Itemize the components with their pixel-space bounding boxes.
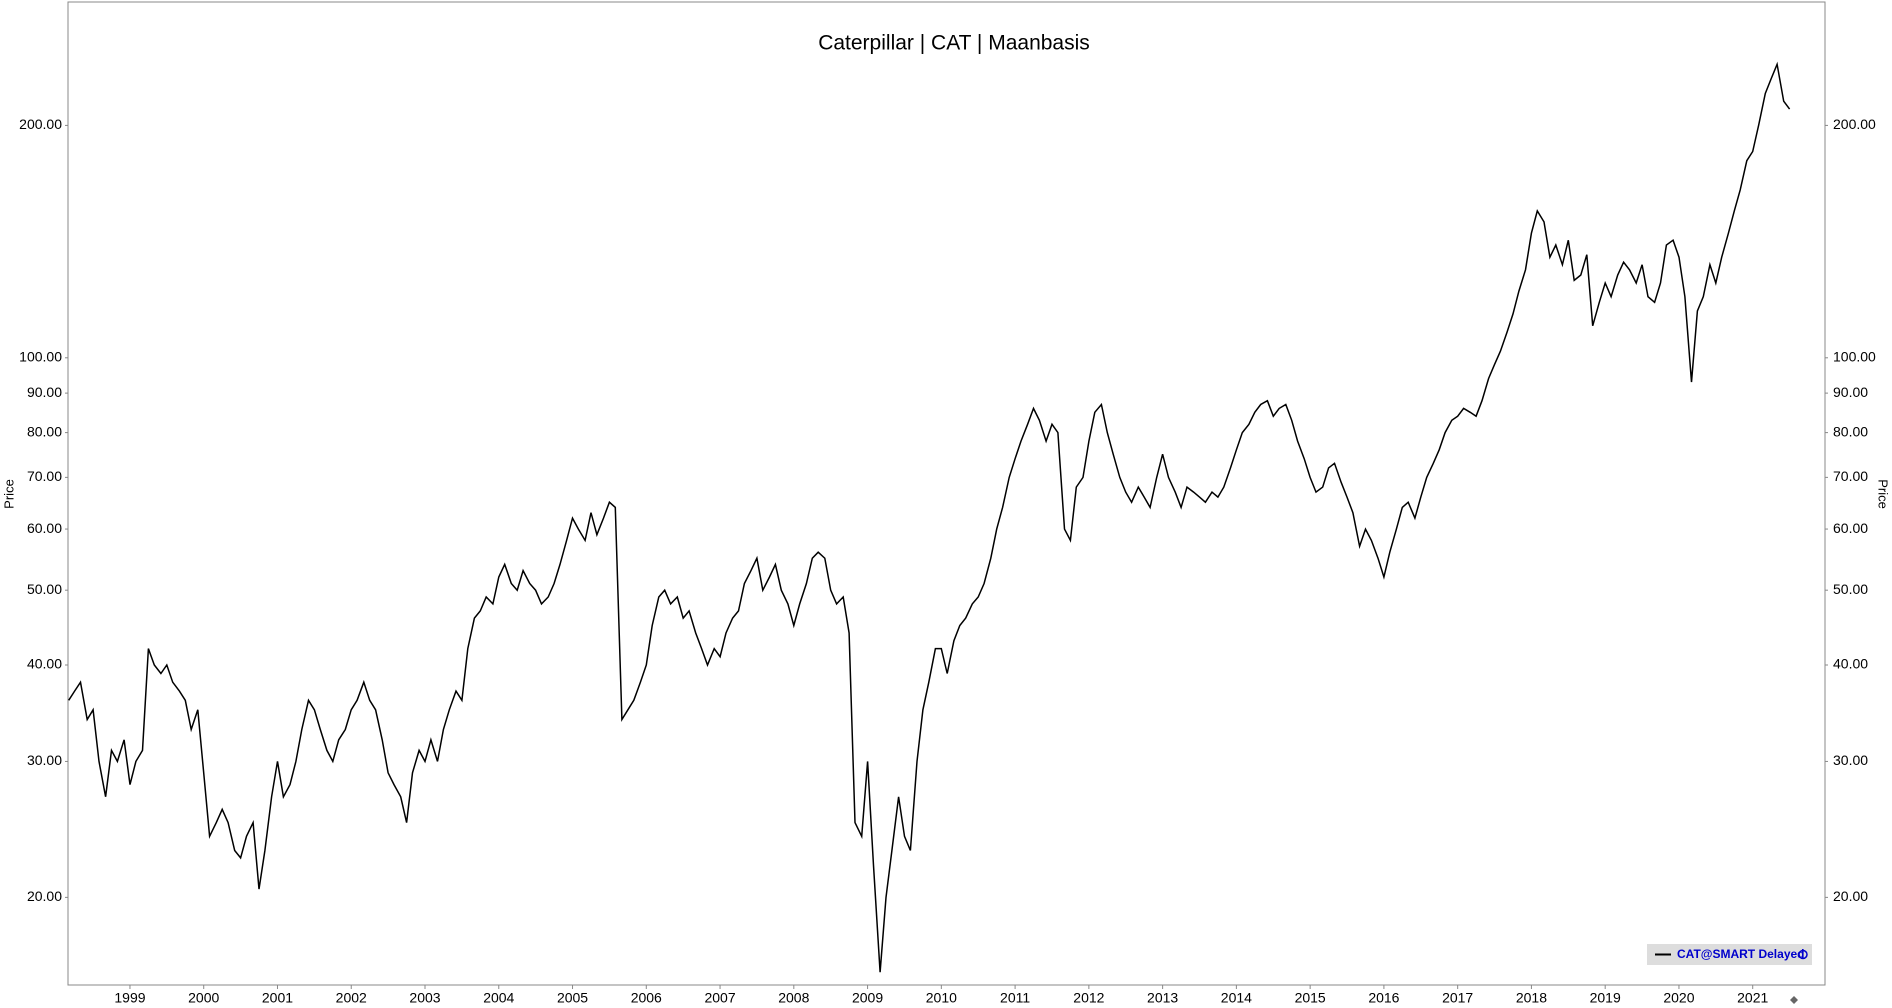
x-tick-label: 2017 [1442, 990, 1473, 1006]
legend-label: CAT@SMART Delayed [1677, 947, 1805, 961]
y2-tick-label: 20.00 [1833, 888, 1868, 904]
x-tick-label: 2004 [483, 990, 514, 1006]
y-tick-label: 50.00 [27, 581, 62, 597]
y2-tick-label: 80.00 [1833, 423, 1868, 439]
x-tick-label: 2009 [852, 990, 883, 1006]
chart-title: Caterpillar | CAT | Maanbasis [818, 32, 1090, 55]
plot-frame [67, 1, 1826, 986]
x-tick-label: 1999 [114, 990, 145, 1006]
x-tick-label: 2000 [188, 990, 219, 1006]
y2-tick-label: 200.00 [1833, 116, 1876, 132]
y2-tick-label: 30.00 [1833, 752, 1868, 768]
y-tick-label: 30.00 [27, 752, 62, 768]
y-tick-label: 200.00 [19, 116, 62, 132]
x-tick-label: 2008 [778, 990, 809, 1006]
x-tick-label: 2002 [336, 990, 367, 1006]
x-tick-label: 2016 [1368, 990, 1399, 1006]
y-tick-label: 80.00 [27, 423, 62, 439]
x-tick-label: 2015 [1295, 990, 1326, 1006]
y-tick-label: 70.00 [27, 468, 62, 484]
y-tick-label: 90.00 [27, 384, 62, 400]
y-tick-label: 40.00 [27, 656, 62, 672]
y-axis-label: Price [1, 479, 16, 509]
x-tick-label: 2003 [409, 990, 440, 1006]
x-tick-label: 2014 [1221, 990, 1252, 1006]
y2-tick-label: 90.00 [1833, 384, 1868, 400]
legend-box [1647, 944, 1812, 965]
y2-tick-label: 100.00 [1833, 348, 1876, 364]
x-tick-label: 2005 [557, 990, 588, 1006]
x-tick-label: 2001 [262, 990, 293, 1006]
y2-tick-label: 40.00 [1833, 656, 1868, 672]
x-tick-label: 2012 [1073, 990, 1104, 1006]
y2-tick-label: 60.00 [1833, 520, 1868, 536]
scroll-icon [1790, 996, 1798, 1004]
y2-tick-label: 70.00 [1833, 468, 1868, 484]
x-tick-label: 2019 [1590, 990, 1621, 1006]
x-tick-label: 2018 [1516, 990, 1547, 1006]
y-tick-label: 100.00 [19, 348, 62, 364]
x-tick-label: 2020 [1663, 990, 1694, 1006]
y2-tick-label: 50.00 [1833, 581, 1868, 597]
y2-axis-label: Price [1876, 479, 1891, 509]
price-line [68, 61, 1791, 973]
x-tick-label: 2006 [631, 990, 662, 1006]
x-tick-label: 2021 [1737, 990, 1768, 1006]
x-tick-label: 2007 [704, 990, 735, 1006]
legend-icon [1798, 949, 1808, 960]
y-tick-label: 60.00 [27, 520, 62, 536]
y-tick-label: 20.00 [27, 888, 62, 904]
x-tick-label: 2010 [926, 990, 957, 1006]
x-tick-label: 2011 [1000, 990, 1030, 1006]
x-tick-label: 2013 [1147, 990, 1178, 1006]
